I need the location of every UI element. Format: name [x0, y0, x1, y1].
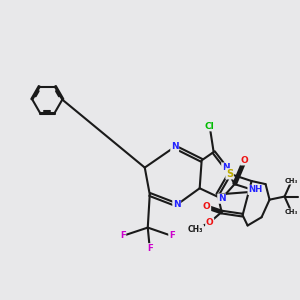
Text: O: O — [206, 218, 214, 227]
Text: F: F — [147, 244, 153, 253]
Text: O: O — [203, 202, 211, 211]
Text: CH₃: CH₃ — [285, 209, 298, 215]
Text: N: N — [173, 200, 181, 209]
Text: CH₃: CH₃ — [188, 225, 203, 234]
Text: N: N — [222, 163, 230, 172]
Text: S: S — [226, 169, 233, 179]
Text: O: O — [241, 156, 248, 165]
Text: N: N — [171, 142, 178, 152]
Text: CH₃: CH₃ — [285, 178, 298, 184]
Text: N: N — [218, 194, 226, 203]
Text: NH: NH — [248, 185, 262, 194]
Text: F: F — [120, 231, 126, 240]
Text: F: F — [169, 231, 175, 240]
Text: Cl: Cl — [205, 122, 214, 131]
